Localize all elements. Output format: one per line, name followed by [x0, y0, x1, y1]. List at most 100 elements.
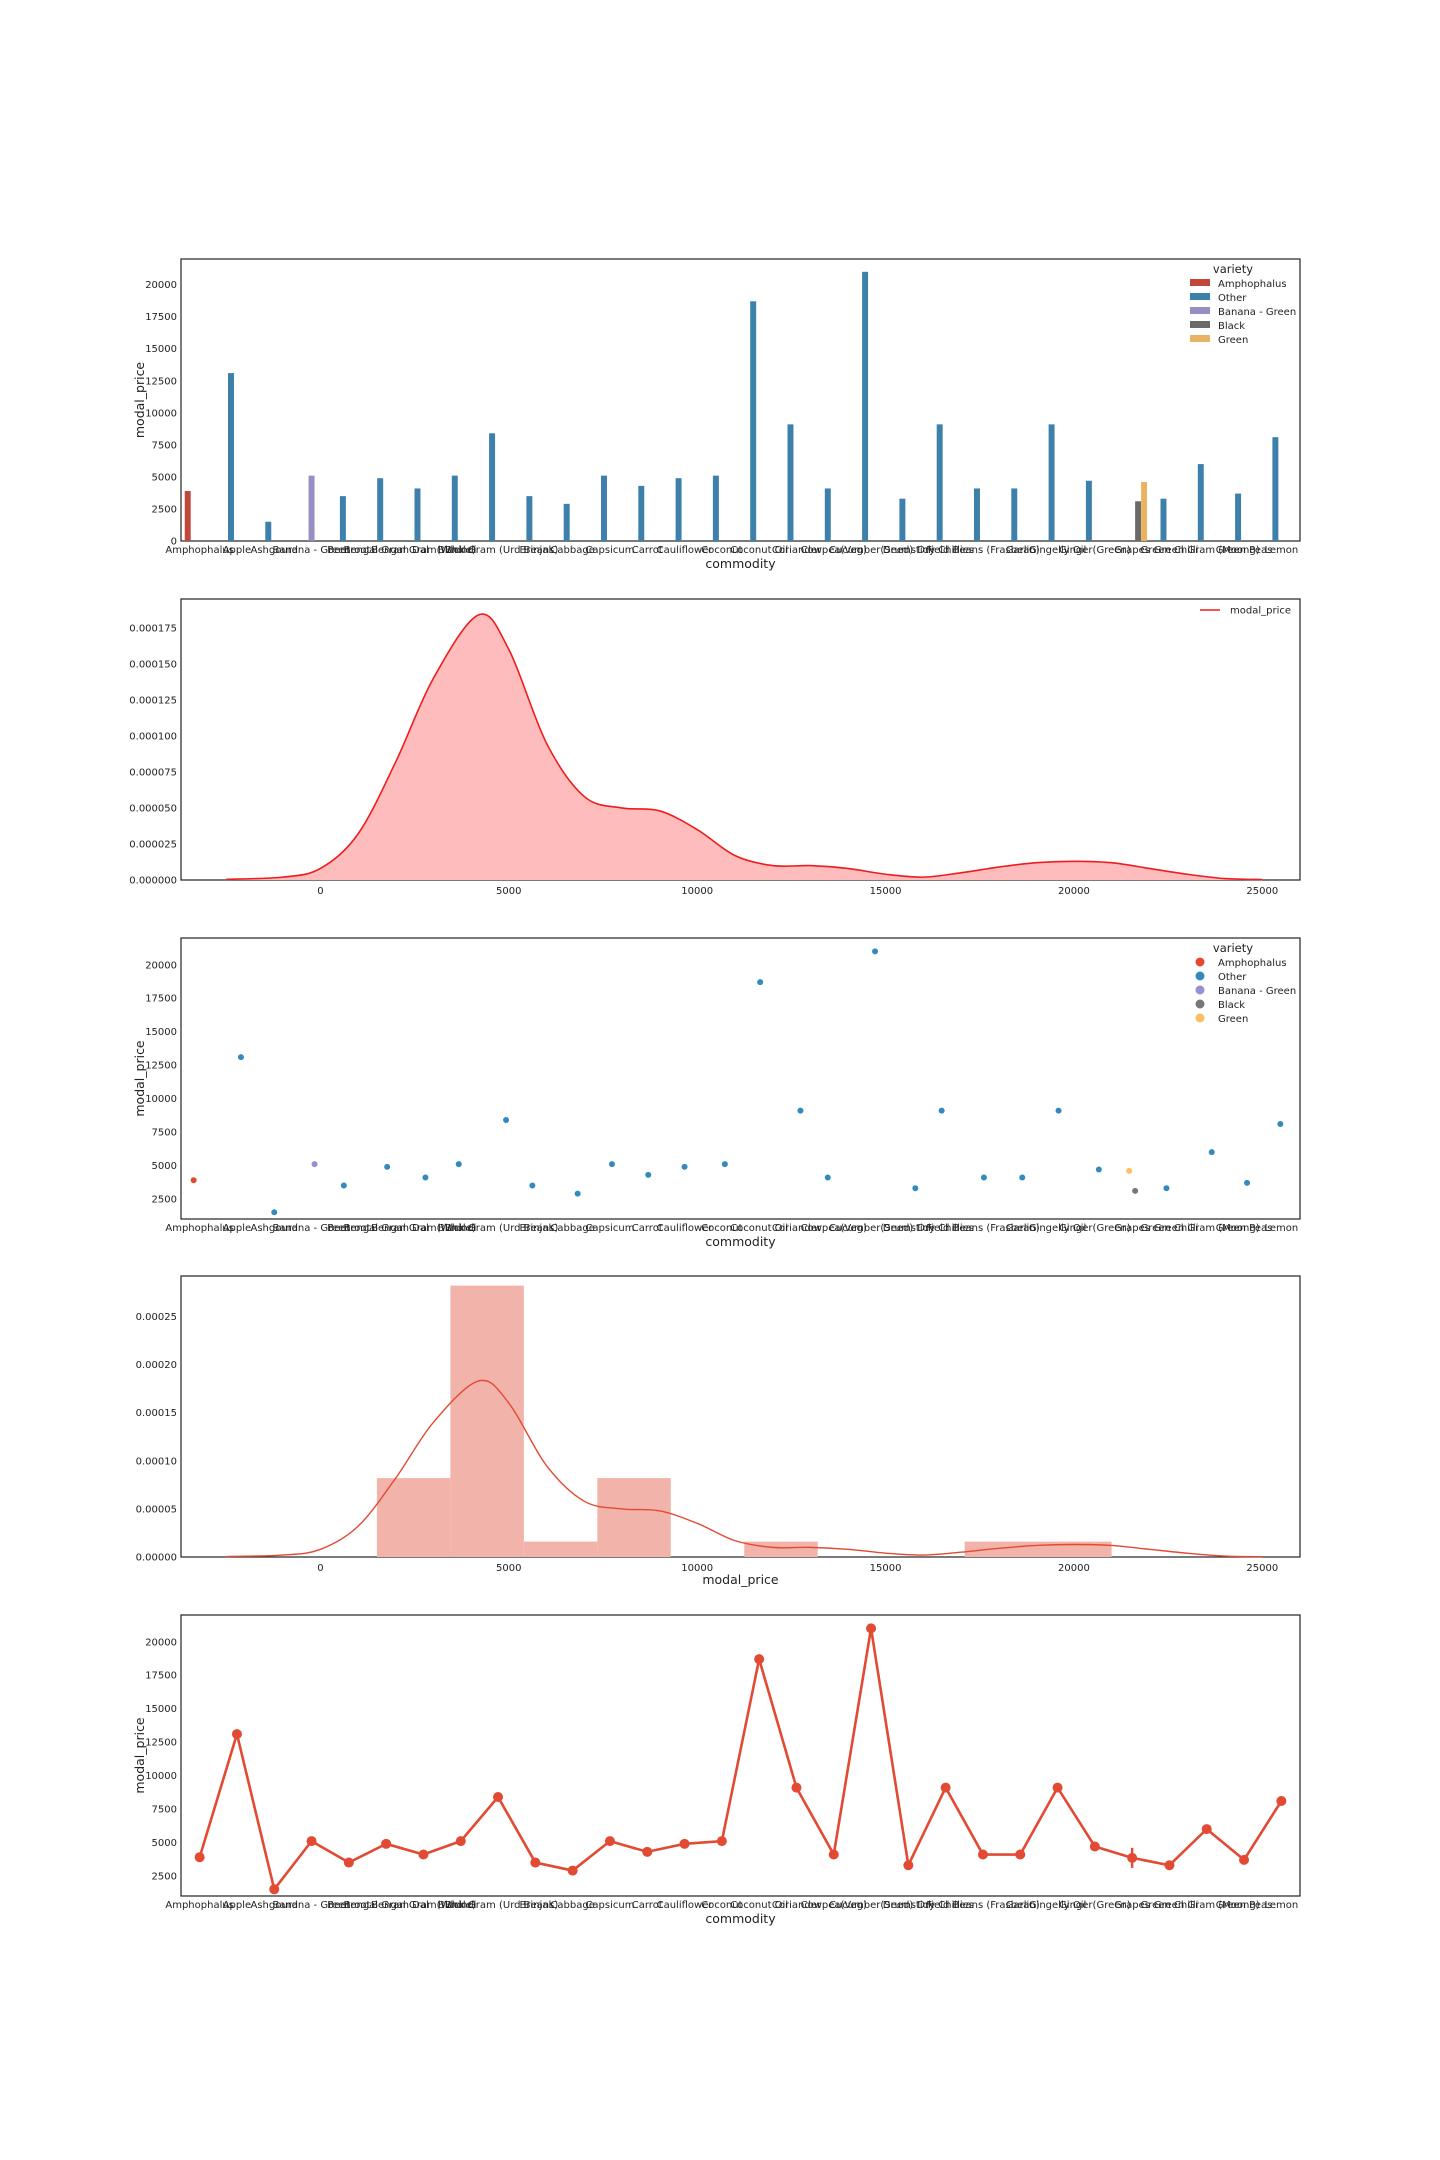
x-tick-label: Cabbage — [550, 1900, 594, 1911]
x-tick-label: Cauliflower — [657, 545, 714, 556]
x-tick-label: 5000 — [496, 886, 521, 897]
hist-bar — [597, 1478, 671, 1557]
x-axis-label: commodity — [705, 1911, 776, 1926]
x-tick-label: Beetroot — [327, 1900, 370, 1911]
scatter-point — [1277, 1120, 1284, 1127]
bar — [936, 424, 943, 541]
x-tick-label: Brinjal — [519, 1900, 551, 1911]
bar — [227, 373, 234, 541]
legend-label: Green — [1218, 1014, 1248, 1025]
scatter-point — [824, 1174, 831, 1181]
series-point — [679, 1838, 690, 1849]
bar — [563, 503, 570, 541]
bar — [414, 488, 421, 541]
bar — [1235, 493, 1242, 541]
bar — [1197, 464, 1204, 541]
hist-bar — [523, 1541, 598, 1557]
scatter-point — [1208, 1149, 1215, 1156]
x-tick-label: Grapes — [1114, 1900, 1150, 1911]
legend-label: Green — [1218, 335, 1248, 346]
bar — [862, 271, 869, 541]
kde-area — [226, 614, 1263, 880]
bar — [1141, 482, 1148, 541]
x-tick-label: Dry Chillies — [917, 1223, 974, 1234]
y-tick-label: 0.00015 — [136, 1408, 177, 1419]
bar — [824, 488, 831, 541]
y-tick-label: 5000 — [152, 472, 177, 483]
y-tick-label: 17500 — [145, 312, 177, 323]
scatter-point — [271, 1209, 278, 1216]
x-tick-label: Cowpea(Veg) — [801, 1223, 867, 1234]
x-tick-label: Coriander — [772, 1900, 822, 1911]
x-tick-label: Coconut — [701, 1223, 742, 1234]
x-tick-label: Carrot — [632, 1223, 663, 1234]
x-tick-label: Drumstick — [883, 545, 934, 556]
y-tick-label: 0.00010 — [136, 1456, 177, 1467]
series-point — [493, 1791, 504, 1802]
x-tick-label: Capsicum — [585, 1900, 634, 1911]
y-tick-label: 7500 — [152, 1128, 177, 1139]
bar — [638, 485, 645, 541]
scatter-point — [980, 1174, 987, 1181]
x-tick-label: Green Gram (Moong) — [1154, 545, 1260, 556]
legend: variety Amphophalus Other Banana - Green Bla… — [1195, 941, 1296, 1025]
scatter-point — [645, 1171, 652, 1178]
y-tick-label: 20000 — [145, 960, 177, 971]
series-point — [418, 1849, 429, 1860]
scatter-point — [1095, 1166, 1102, 1173]
x-tick-label: Dry Chillies — [917, 1900, 974, 1911]
y-axis-label: modal_price — [132, 362, 147, 439]
legend: modal_price — [1200, 606, 1291, 617]
y-tick-label: 15000 — [145, 1704, 177, 1715]
x-axis-label: commodity — [705, 1234, 776, 1249]
scatter-point — [912, 1185, 919, 1192]
x-tick-label: 20000 — [1058, 1563, 1090, 1574]
series-point — [754, 1654, 765, 1665]
legend-swatch — [1190, 335, 1210, 342]
legend-marker — [1195, 999, 1205, 1009]
legend-marker — [1195, 971, 1205, 981]
x-tick-label: Garlic — [1006, 1223, 1035, 1234]
x-tick-label: Coconut Oil — [730, 545, 788, 556]
x-tick-label: Cowpea(Veg) — [801, 1900, 867, 1911]
series-line — [198, 1628, 1283, 1893]
hist-bar — [450, 1285, 524, 1557]
legend-label: Banana - Green — [1218, 307, 1296, 318]
y-tick-label: 0.000000 — [129, 876, 177, 887]
x-tick-label: 10000 — [681, 886, 713, 897]
y-axis-3: 2500 5000 7500 10000 12500 15000 17500 20000 — [145, 960, 177, 1205]
legend-label: modal_price — [1230, 606, 1291, 617]
legend-label: Black — [1218, 1000, 1245, 1011]
y-tick-label: 12500 — [145, 1061, 177, 1072]
series-point — [1164, 1860, 1175, 1871]
legend-marker — [1195, 1013, 1205, 1023]
x-tick-label: Cauliflower — [657, 1900, 714, 1911]
x-tick-label: Beetroot — [327, 1223, 370, 1234]
x-tick-label: Green Chilli — [1140, 1223, 1198, 1234]
series-point — [343, 1857, 354, 1868]
scatter-point — [237, 1054, 244, 1061]
y-tick-label: 0.000125 — [129, 695, 177, 706]
series-point — [642, 1846, 653, 1857]
points — [194, 1623, 1287, 1895]
points — [190, 948, 1284, 1216]
x-tick-label: Cucumber(Seed) — [829, 545, 913, 556]
bar — [712, 475, 719, 541]
y-tick-label: 17500 — [145, 994, 177, 1005]
x-tick-label: Beetroot — [327, 545, 370, 556]
legend-swatch — [1190, 321, 1210, 328]
x-tick-label: Grapes — [1114, 1223, 1150, 1234]
scatter-point — [721, 1161, 728, 1168]
x-tick-label: Bengal Gram Dal — [343, 1900, 428, 1911]
x-tick-label: Apple — [223, 1900, 251, 1911]
series-point — [231, 1729, 242, 1740]
y-tick-label: 5000 — [152, 1838, 177, 1849]
x-tick-label: Garlic — [1006, 1900, 1035, 1911]
x-tick-label: Bengal Gram(Whole) — [371, 1900, 476, 1911]
x-tick-label: Black Gram (Urd Beans) — [438, 1223, 559, 1234]
x-axis-label: commodity — [705, 556, 776, 571]
x-tick-label: Ginger(Green) — [1059, 1900, 1131, 1911]
x-tick-label: Capsicum — [585, 1223, 634, 1234]
